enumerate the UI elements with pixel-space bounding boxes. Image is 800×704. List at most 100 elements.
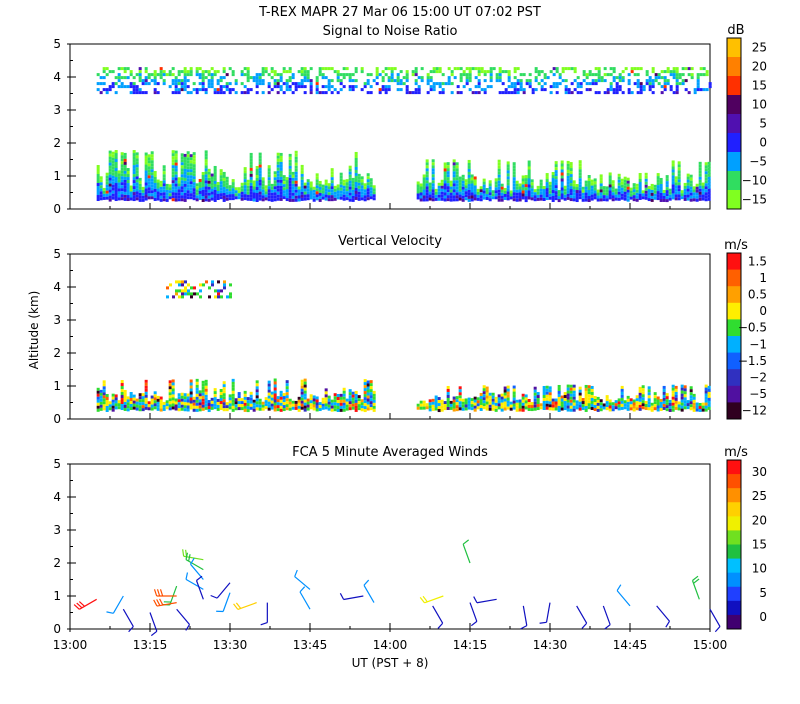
heatmap-cell [567,164,570,167]
heatmap-cell [331,85,334,88]
heatmap-cell [331,409,334,412]
heatmap-cell [427,73,430,76]
wind-barb-shaft [186,579,203,589]
heatmap-cell [163,70,166,73]
heatmap-cell [466,67,469,70]
heatmap-cell [223,190,226,193]
heatmap-cell [370,380,373,383]
heatmap-cell [157,198,160,201]
heatmap-cell [622,79,625,82]
heatmap-cell [106,197,109,200]
heatmap-cell [343,189,346,192]
heatmap-cell [591,401,594,404]
heatmap-cell [289,187,292,190]
heatmap-cell [639,390,642,393]
heatmap-cell [546,176,549,179]
heatmap-cell [214,91,217,94]
heatmap-cell [661,85,664,88]
heatmap-cell [319,181,322,184]
heatmap-cell [262,192,265,195]
heatmap-cell [277,85,280,88]
heatmap-cell [462,184,465,187]
heatmap-cell [540,183,543,186]
heatmap-cell [498,394,501,397]
heatmap-cell [616,82,619,85]
heatmap-cell [259,168,262,171]
heatmap-cell [136,164,139,167]
heatmap-cell [400,79,403,82]
heatmap-cell [604,73,607,76]
heatmap-cell [154,79,157,82]
heatmap-cell [232,191,235,194]
wind-barb [420,596,443,603]
heatmap-cell [525,397,528,400]
heatmap-cell [678,182,681,185]
heatmap-cell [421,79,424,82]
heatmap-cell [352,79,355,82]
heatmap-cell [604,67,607,70]
heatmap-cell [642,403,645,406]
y-tick-label: 5 [53,457,61,471]
heatmap-cell [690,187,693,190]
heatmap-cell [226,192,229,195]
heatmap-cell [172,192,175,195]
heatmap-cell [579,190,582,193]
heatmap-cell [651,199,654,202]
heatmap-cell [504,191,507,194]
heatmap-cell [346,179,349,182]
heatmap-cell [268,177,271,180]
heatmap-cell [151,151,154,154]
heatmap-cell [474,194,477,197]
heatmap-cell [573,394,576,397]
heatmap-cell [588,184,591,187]
heatmap-cell [567,170,570,173]
heatmap-cell [127,198,130,201]
wind-barb [340,593,363,599]
heatmap-cell [187,184,190,187]
heatmap-cell [256,181,259,184]
heatmap-cell [121,76,124,79]
colorbar-unit: m/s [724,445,748,460]
heatmap-cell [421,67,424,70]
heatmap-cell [322,67,325,70]
heatmap-cell [301,389,304,392]
heatmap-cell [202,172,205,175]
heatmap-cell [109,85,112,88]
heatmap-cell [187,79,190,82]
y-tick-label: 2 [53,346,61,360]
heatmap-cell [325,391,328,394]
heatmap-cell [226,85,229,88]
heatmap-cell [690,193,693,196]
heatmap-cell [543,386,546,389]
heatmap-cell [316,182,319,185]
heatmap-cell [202,196,205,199]
heatmap-cell [598,73,601,76]
heatmap-cell [181,171,184,174]
heatmap-cell [340,400,343,403]
heatmap-cell [609,193,612,196]
heatmap-cell [292,91,295,94]
heatmap-cell [567,397,570,400]
heatmap-cell [355,409,358,412]
heatmap-cell [130,195,133,198]
heatmap-cell [585,190,588,193]
heatmap-cell [355,67,358,70]
heatmap-cell [628,73,631,76]
heatmap-cell [490,73,493,76]
heatmap-cell [444,177,447,180]
heatmap-cell [109,187,112,190]
heatmap-cell [280,406,283,409]
heatmap-cell [286,386,289,389]
heatmap-cell [364,85,367,88]
heatmap-cell [549,191,552,194]
heatmap-cell [220,407,223,410]
heatmap-cell [637,91,640,94]
heatmap-cell [702,186,705,189]
heatmap-cell [613,91,616,94]
heatmap-cell [136,85,139,88]
wind-barb [710,609,720,632]
heatmap-cell [202,381,205,384]
heatmap-cell [459,186,462,189]
heatmap-cell [103,191,106,194]
heatmap-cell [574,67,577,70]
